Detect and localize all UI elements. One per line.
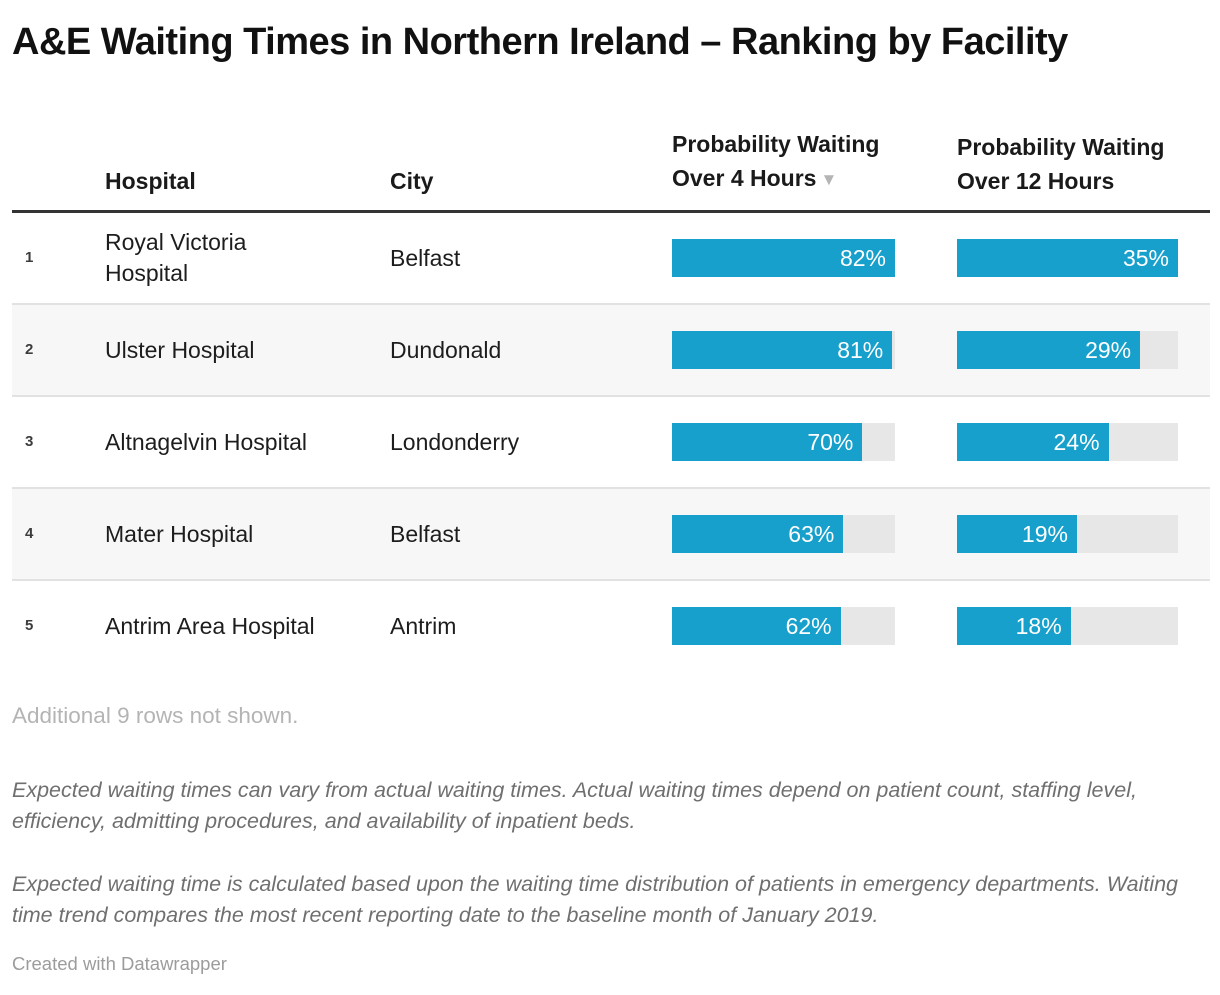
bar-value-label: 19% [1021,520,1068,547]
prob-4h-cell: 63% [672,514,957,553]
bar-track: 35% [957,238,1178,277]
rank-cell: 4 [25,524,34,542]
bar-track: 63% [672,514,895,553]
bar-track: 81% [672,330,895,369]
city-cell: Dundonald [390,336,502,363]
bar-fill-prob-4h: 81% [672,330,893,369]
table-row: 1 Royal Victoria Hospital Belfast 82% 35… [12,213,1210,303]
col-header-prob-12h-label: Probability Waiting Over 12 Hours [957,133,1165,194]
sort-descending-icon[interactable]: ▼ [820,169,838,189]
bar-track: 82% [672,238,895,277]
footnote-2: Expected waiting time is calculated base… [12,872,1179,928]
rank-cell: 3 [25,432,34,450]
city-cell: Belfast [390,244,461,271]
rank-cell: 5 [25,616,34,634]
col-header-hospital-label: Hospital [105,167,196,194]
hospital-cell: Ulster Hospital [105,336,255,363]
page-title: A&E Waiting Times in Northern Ireland – … [12,21,1068,63]
footnote-1: Expected waiting times can vary from act… [12,777,1137,833]
prob-12h-cell: 19% [957,514,1198,553]
table-row: 5 Antrim Area Hospital Antrim 62% 18% [12,578,1210,671]
bar-value-label: 18% [1015,612,1062,639]
table-row: 4 Mater Hospital Belfast 63% 19% [12,486,1210,579]
bar-value-label: 82% [839,244,886,271]
bar-value-label: 35% [1122,244,1169,271]
prob-12h-cell: 35% [957,238,1198,277]
datawrapper-attribution-link[interactable]: Created with Datawrapper [12,953,227,975]
bar-track: 18% [957,606,1178,645]
bar-value-label: 29% [1085,336,1132,363]
bar-value-label: 24% [1053,428,1100,455]
bar-track: 24% [957,422,1178,461]
bar-track: 29% [957,330,1178,369]
prob-12h-cell: 18% [957,606,1198,645]
col-header-prob-4h[interactable]: Probability Waiting Over 4 Hours ▼ [672,127,957,198]
prob-12h-cell: 29% [957,330,1198,369]
table-row: 3 Altnagelvin Hospital Londonderry 70% 2… [12,394,1210,487]
bar-value-label: 81% [837,336,884,363]
col-header-prob-4h-label: Probability Waiting Over 4 Hours [672,130,880,191]
hospital-cell: Altnagelvin Hospital [105,428,308,455]
bar-fill-prob-12h: 18% [957,606,1071,645]
prob-4h-cell: 82% [672,238,957,277]
prob-4h-cell: 70% [672,422,957,461]
city-cell: Belfast [390,520,461,547]
bar-track: 19% [957,514,1178,553]
prob-12h-cell: 24% [957,422,1198,461]
hospital-cell: Royal Victoria Hospital [105,229,247,286]
bar-fill-prob-4h: 62% [672,606,841,645]
bar-fill-prob-4h: 63% [672,514,844,553]
col-header-hospital[interactable]: Hospital [105,164,390,198]
rank-cell: 2 [25,340,34,358]
hospital-cell: Mater Hospital [105,520,254,547]
bar-value-label: 62% [785,612,832,639]
table-header-row: Hospital City Probability Waiting Over 4… [12,127,1210,213]
col-header-city[interactable]: City [390,164,672,198]
bar-track: 70% [672,422,895,461]
bar-fill-prob-12h: 24% [957,422,1109,461]
col-header-prob-12h[interactable]: Probability Waiting Over 12 Hours [957,130,1198,198]
prob-4h-cell: 81% [672,330,957,369]
table-row: 2 Ulster Hospital Dundonald 81% 29% [12,302,1210,395]
bar-value-label: 70% [807,428,854,455]
city-cell: Antrim [390,612,457,639]
bar-value-label: 63% [788,520,835,547]
city-cell: Londonderry [390,428,520,455]
bar-fill-prob-12h: 19% [957,514,1077,553]
prob-4h-cell: 62% [672,606,957,645]
bar-fill-prob-4h: 70% [672,422,863,461]
additional-rows-note: Additional 9 rows not shown. [12,702,299,728]
bar-fill-prob-12h: 29% [957,330,1141,369]
bar-fill-prob-12h: 35% [957,238,1178,277]
hospital-cell: Antrim Area Hospital [105,612,315,639]
rank-cell: 1 [25,248,34,266]
col-header-city-label: City [390,167,434,194]
bar-fill-prob-4h: 82% [672,238,895,277]
bar-track: 62% [672,606,895,645]
